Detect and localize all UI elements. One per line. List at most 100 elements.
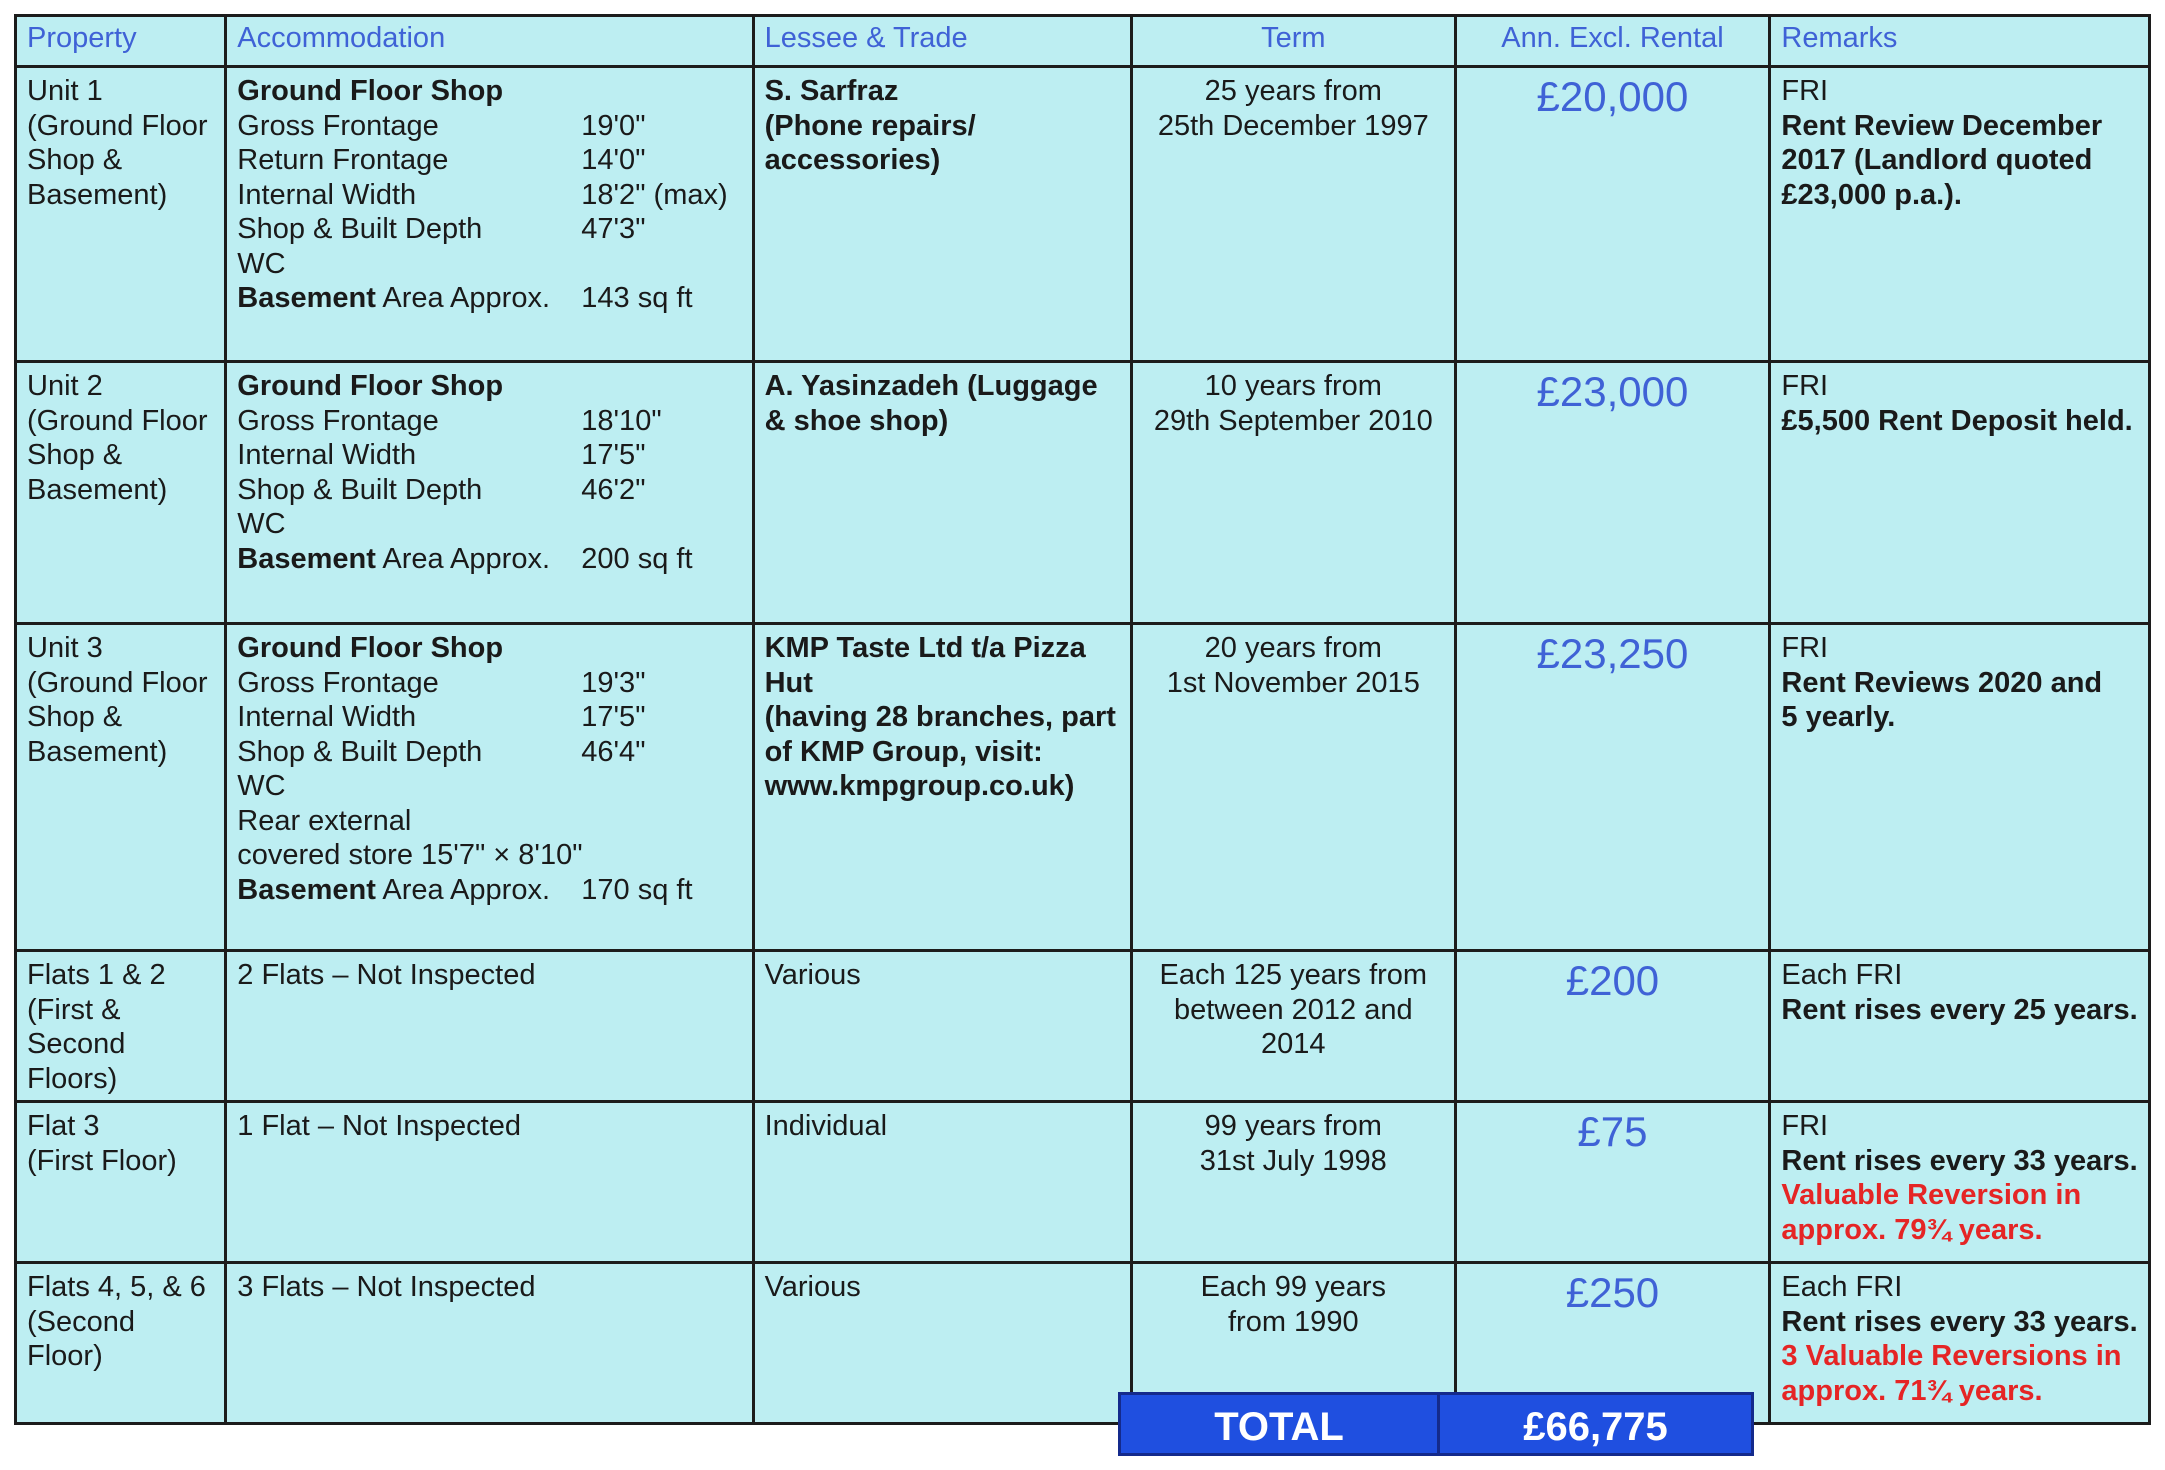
remark-bold-line: £5,500 Rent Deposit held. bbox=[1781, 404, 2133, 437]
remarks-cell: Each FRI Rent rises every 25 years. bbox=[1768, 949, 2151, 1103]
property-line: (First & Second bbox=[27, 993, 126, 1061]
term-cell: 25 years from 25th December 1997 bbox=[1130, 65, 1457, 363]
basement-line: Basement Area Approx. 200 sq ft bbox=[237, 542, 741, 577]
term-line: Each 125 years from bbox=[1159, 959, 1428, 991]
accommodation-value: 46'2" bbox=[581, 473, 646, 506]
accommodation-label: Return Frontage bbox=[237, 144, 449, 176]
lessee-line: Various bbox=[764, 1271, 861, 1303]
property-line: Flats 1 & 2 bbox=[27, 959, 166, 991]
lessee-line: accessories) bbox=[764, 144, 941, 176]
lessee-line: S. Sarfraz bbox=[764, 75, 899, 107]
remark-line: FRI bbox=[1781, 75, 1829, 107]
property-line: Floors) bbox=[27, 1062, 118, 1095]
basement-value: 143 sq ft bbox=[581, 282, 693, 314]
remark-line: Each FRI bbox=[1781, 959, 1903, 991]
rent-value: £23,250 bbox=[1536, 630, 1689, 677]
table-row: Unit 3 (Ground Floor Shop & Basement) Ground… bbox=[13, 622, 2151, 952]
table-row: Unit 1 (Ground Floor Shop & Basement) Ground… bbox=[13, 65, 2151, 363]
accommodation-text: 3 Flats – Not Inspected bbox=[237, 1271, 536, 1303]
accommodation-label: Internal Width bbox=[237, 439, 417, 471]
property-line: Basement) bbox=[27, 473, 168, 506]
remark-bold-line: £23,000 p.a.). bbox=[1781, 178, 1962, 211]
property-line: Basement) bbox=[27, 178, 168, 211]
property-line: Shop & bbox=[27, 701, 123, 733]
property-cell: Unit 1 (Ground Floor Shop & Basement) bbox=[13, 65, 228, 363]
rent-value: £20,000 bbox=[1536, 73, 1689, 120]
accommodation-value: 19'0" bbox=[581, 109, 646, 142]
table-row: Unit 2 (Ground Floor Shop & Basement) Ground… bbox=[13, 360, 2151, 625]
rent-value: £75 bbox=[1577, 1108, 1648, 1155]
accommodation-line: Shop & Built Depth 47'3" bbox=[237, 212, 741, 247]
header-row: Property Accommodation Lessee & Trade Te… bbox=[13, 14, 2151, 68]
remarks-cell: Each FRI Rent rises every 33 years. 3 Valu… bbox=[1768, 1261, 2151, 1425]
rent-cell: £75 bbox=[1453, 1100, 1772, 1264]
remark-line: FRI bbox=[1781, 632, 1829, 664]
accommodation-label: Shop & Built Depth bbox=[237, 473, 483, 506]
property-line: Unit 3 bbox=[27, 632, 103, 664]
property-line: Flat 3 bbox=[27, 1110, 100, 1142]
basement-label: Basement Area Approx. bbox=[237, 873, 581, 908]
accommodation-label: Internal Width bbox=[237, 178, 417, 211]
basement-rest: Area Approx. bbox=[375, 873, 551, 906]
accommodation-text: 2 Flats – Not Inspected bbox=[237, 959, 536, 991]
remarks-cell: FRI Rent Reviews 2020 and 5 yearly. bbox=[1768, 622, 2151, 952]
term-line: 29th September 2010 bbox=[1153, 404, 1433, 437]
accommodation-line: Return Frontage 14'0" bbox=[237, 143, 741, 178]
remarks-cell: FRI £5,500 Rent Deposit held. bbox=[1768, 360, 2151, 625]
accommodation-line: WC bbox=[237, 769, 741, 804]
remark-bold-line: Rent Reviews 2020 and bbox=[1781, 666, 2103, 699]
total-bar: TOTAL £66,775 bbox=[1118, 1392, 1754, 1456]
lessee-line: Various bbox=[764, 959, 861, 991]
basement-word: Basement bbox=[237, 282, 376, 314]
header-accommodation: Accommodation bbox=[224, 14, 755, 68]
term-line: 31st July 1998 bbox=[1199, 1144, 1387, 1177]
lessee-line: KMP Taste Ltd t/a Pizza bbox=[764, 632, 1086, 664]
accommodation-value: 17'5" bbox=[581, 701, 646, 733]
property-cell: Unit 2 (Ground Floor Shop & Basement) bbox=[13, 360, 228, 625]
reversion-note: approx. 71¾ years. bbox=[1781, 1374, 2043, 1407]
accommodation-line: Gross Frontage 18'10" bbox=[237, 404, 741, 439]
basement-label: Basement Area Approx. bbox=[237, 542, 581, 577]
accommodation-line: Shop & Built Depth 46'4" bbox=[237, 735, 741, 770]
table-row: Flats 4, 5, & 6 (Second Floor) 3 Flats – N… bbox=[13, 1261, 2151, 1425]
rent-value: £250 bbox=[1565, 1269, 1660, 1316]
property-line: (Ground Floor bbox=[27, 404, 208, 437]
term-line: 2014 bbox=[1261, 1028, 1326, 1060]
accommodation-text: 1 Flat – Not Inspected bbox=[237, 1110, 521, 1142]
term-line: between 2012 and bbox=[1173, 993, 1413, 1026]
accommodation-title: Ground Floor Shop bbox=[237, 632, 504, 664]
accommodation-value: 14'0" bbox=[581, 144, 646, 176]
accommodation-cell: 3 Flats – Not Inspected bbox=[224, 1261, 755, 1425]
lessee-cell: Various bbox=[751, 949, 1134, 1103]
accommodation-label: Shop & Built Depth bbox=[237, 213, 483, 245]
basement-value: 200 sq ft bbox=[581, 542, 693, 575]
basement-label: Basement Area Approx. bbox=[237, 281, 581, 316]
rent-cell: £23,250 bbox=[1453, 622, 1772, 952]
remark-bold-line: Rent rises every 25 years. bbox=[1781, 993, 2138, 1026]
lessee-cell: S. Sarfraz (Phone repairs/accessories) bbox=[751, 65, 1134, 363]
accommodation-line: Gross Frontage 19'0" bbox=[237, 109, 741, 144]
property-line: (Ground Floor bbox=[27, 109, 208, 142]
accommodation-line: covered store 15'7" × 8'10" bbox=[237, 838, 741, 873]
accommodation-line: WC bbox=[237, 507, 741, 542]
remark-bold-line: 2017 (Landlord quoted bbox=[1781, 144, 2093, 176]
remark-line: Each FRI bbox=[1781, 1271, 1903, 1303]
property-line: Shop & bbox=[27, 144, 123, 176]
accommodation-cell: 2 Flats – Not Inspected bbox=[224, 949, 755, 1103]
table-row: Flat 3 (First Floor) 1 Flat – Not Inspecte… bbox=[13, 1100, 2151, 1264]
reversion-note: 3 Valuable Reversions in bbox=[1781, 1340, 2122, 1372]
total-value: £66,775 bbox=[1440, 1392, 1754, 1456]
basement-word: Basement bbox=[237, 873, 376, 906]
term-line: 25th December 1997 bbox=[1157, 109, 1429, 142]
basement-rest: Area Approx. bbox=[375, 542, 551, 575]
property-line: Flats 4, 5, & 6 bbox=[27, 1271, 206, 1303]
accommodation-label: Gross Frontage bbox=[237, 404, 439, 437]
header-remarks: Remarks bbox=[1768, 14, 2151, 68]
rent-cell: £20,000 bbox=[1453, 65, 1772, 363]
term-line: 99 years from bbox=[1204, 1110, 1382, 1142]
term-cell: 99 years from 31st July 1998 bbox=[1130, 1100, 1457, 1264]
accommodation-value: 17'5" bbox=[581, 439, 646, 471]
lessee-cell: KMP Taste Ltd t/a Pizza Hut (having 28 bra… bbox=[751, 622, 1134, 952]
accommodation-label: covered store 15'7" × 8'10" bbox=[237, 839, 583, 871]
property-cell: Flats 1 & 2 (First & Second Floors) bbox=[13, 949, 228, 1103]
